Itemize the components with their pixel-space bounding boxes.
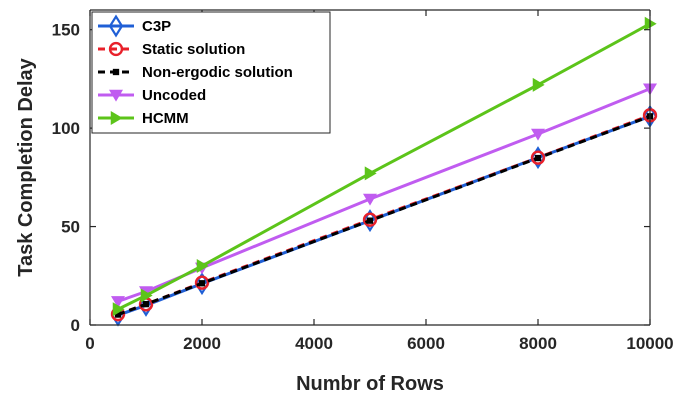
data-point <box>530 150 546 165</box>
x-tick-label: 4000 <box>295 334 333 353</box>
data-point <box>364 166 377 181</box>
legend-marker <box>108 14 124 38</box>
x-tick-label: 0 <box>85 334 94 353</box>
x-tick-label: 6000 <box>407 334 445 353</box>
legend-marker <box>108 41 124 57</box>
data-point <box>196 258 209 273</box>
legend-marker <box>109 89 123 102</box>
data-point <box>362 209 378 233</box>
data-point <box>534 154 542 162</box>
y-axis-label: Task Completion Delay <box>15 57 37 276</box>
data-point <box>194 272 210 296</box>
data-point <box>194 275 210 290</box>
data-point <box>366 217 374 224</box>
series-layer <box>110 16 658 327</box>
data-point <box>644 16 657 31</box>
legend-entry: Static solution <box>98 41 245 58</box>
legend-label: C3P <box>142 18 171 35</box>
y-tick-label: 150 <box>52 21 80 40</box>
data-point <box>532 77 545 92</box>
data-point <box>140 288 153 303</box>
x-tick-label: 10000 <box>626 334 673 353</box>
data-point <box>363 193 377 206</box>
legend-marker <box>110 111 123 125</box>
legend-entry: Uncoded <box>98 87 206 104</box>
legend-marker <box>112 68 120 76</box>
legend-entry: Non-ergodic solution <box>98 64 293 81</box>
x-tick-label: 8000 <box>519 334 557 353</box>
y-tick-label: 0 <box>71 316 80 335</box>
legend-box <box>91 11 331 134</box>
data-point <box>111 296 125 309</box>
data-point <box>198 280 206 287</box>
y-tick-label: 100 <box>52 119 80 138</box>
y-tick-label: 50 <box>61 218 80 237</box>
legend-label: Non-ergodic solution <box>142 64 293 81</box>
series-4 <box>112 16 657 317</box>
data-point <box>114 311 122 318</box>
x-axis-label: Numbr of Rows <box>296 373 444 395</box>
x-tick-label: 2000 <box>183 334 221 353</box>
legend-entry: HCMM <box>98 110 189 127</box>
legend-label: HCMM <box>142 110 189 127</box>
data-point <box>531 128 545 141</box>
data-point <box>112 302 125 317</box>
axes-layer: 0 2000 4000 6000 8000 10000 0 50 100 150 <box>52 9 674 353</box>
data-point <box>362 212 378 227</box>
data-point <box>138 293 154 317</box>
legend-entry: C3P <box>98 14 171 38</box>
series-line <box>117 114 651 316</box>
legend-label: Static solution <box>142 41 245 58</box>
legend-label: Uncoded <box>142 87 206 104</box>
legend: C3P Static solution Non-ergodic solution Un… <box>91 11 331 134</box>
data-point <box>142 300 150 308</box>
